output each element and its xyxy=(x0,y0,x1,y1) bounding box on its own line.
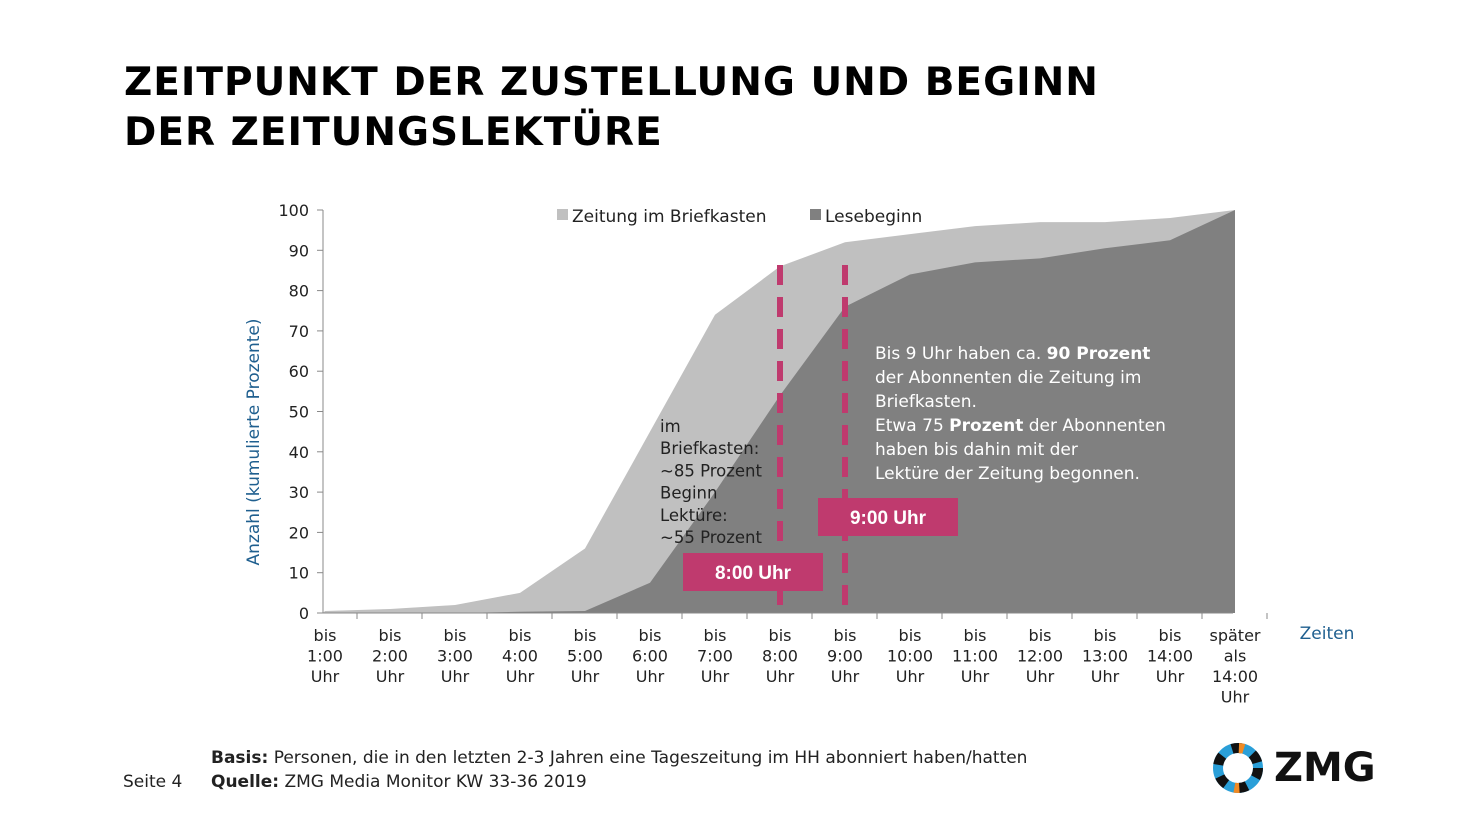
y-tick-label: 40 xyxy=(289,443,309,462)
x-tick-label: bis xyxy=(964,626,987,645)
x-tick-label: Uhr xyxy=(1221,688,1250,707)
x-tick-label: Uhr xyxy=(506,667,535,686)
x-tick-label: 12:00 xyxy=(1017,647,1063,666)
x-tick-label: 14:00 xyxy=(1147,647,1193,666)
marker-label: 8:00 Uhr xyxy=(715,563,792,584)
y-tick-label: 10 xyxy=(289,564,309,583)
x-tick-label: 5:00 xyxy=(567,647,603,666)
x-tick-label: Uhr xyxy=(961,667,990,686)
page-number: Seite 4 xyxy=(123,772,183,792)
x-tick-label: 6:00 xyxy=(632,647,668,666)
annotation-left-line: Briefkasten: xyxy=(660,439,759,458)
x-tick-label: Uhr xyxy=(1156,667,1185,686)
x-tick-label: 3:00 xyxy=(437,647,473,666)
annotation-left-line: Lektüre: xyxy=(660,506,728,525)
legend-label-briefkasten: Zeitung im Briefkasten xyxy=(572,207,766,227)
x-tick-label: bis xyxy=(1159,626,1182,645)
y-axis-label: Anzahl (kumulierte Prozente) xyxy=(244,318,264,565)
x-tick-label: bis xyxy=(509,626,532,645)
y-tick-label: 0 xyxy=(299,604,309,623)
annotation-text-span: Lektüre der Zeitung begonnen. xyxy=(875,464,1140,484)
x-tick-label: 14:00 xyxy=(1212,667,1258,686)
x-tick-label: bis xyxy=(1029,626,1052,645)
x-tick-label: 13:00 xyxy=(1082,647,1128,666)
zmg-logo: ZMG xyxy=(1212,742,1376,794)
logo-ring-icon xyxy=(1213,743,1263,793)
x-axis-label: Zeiten xyxy=(1300,624,1355,644)
x-tick-label: bis xyxy=(444,626,467,645)
basis-note: Basis: Personen, die in den letzten 2-3 … xyxy=(211,748,1028,768)
x-tick-label: Uhr xyxy=(571,667,600,686)
annotation-left-line: im xyxy=(660,417,681,436)
annotation-text-span: haben bis dahin mit der xyxy=(875,440,1078,460)
x-tick-label: 4:00 xyxy=(502,647,538,666)
x-tick-label: Uhr xyxy=(636,667,665,686)
x-tick-label: bis xyxy=(574,626,597,645)
annotation-left-line: ~55 Prozent xyxy=(660,528,763,547)
x-tick-label: 11:00 xyxy=(952,647,998,666)
page-title: ZEITPUNKT DER ZUSTELLUNG UND BEGINN DER … xyxy=(124,60,1099,155)
annotation-right-line: haben bis dahin mit der xyxy=(875,440,1078,460)
y-tick-label: 30 xyxy=(289,483,309,502)
x-tick-label: bis xyxy=(769,626,792,645)
x-tick-label: bis xyxy=(704,626,727,645)
annotation-text-span: Briefkasten. xyxy=(875,392,977,412)
y-tick-label: 90 xyxy=(289,241,309,260)
x-tick-label: Uhr xyxy=(896,667,925,686)
y-tick-label: 70 xyxy=(289,322,309,341)
x-tick-label: 8:00 xyxy=(762,647,798,666)
x-tick-label: Uhr xyxy=(311,667,340,686)
annotation-text-span: Prozent xyxy=(949,416,1023,436)
annotation-right-line: Bis 9 Uhr haben ca. 90 Prozent xyxy=(875,344,1150,364)
x-tick-label: 9:00 xyxy=(827,647,863,666)
x-tick-label: 7:00 xyxy=(697,647,733,666)
x-tick-label: Uhr xyxy=(831,667,860,686)
annotation-left-line: Beginn xyxy=(660,484,717,503)
x-tick-label: bis xyxy=(1094,626,1117,645)
x-tick-label: Uhr xyxy=(376,667,405,686)
x-tick-label: Uhr xyxy=(701,667,730,686)
y-tick-label: 60 xyxy=(289,362,309,381)
annotation-right-line: der Abonnenten die Zeitung im xyxy=(875,368,1141,388)
legend-label-lesebeginn: Lesebeginn xyxy=(825,207,922,227)
y-tick-label: 100 xyxy=(278,201,309,220)
marker-label-box xyxy=(683,553,823,591)
annotation-text-span: Etwa 75 xyxy=(875,416,949,436)
annotation-right-line: Etwa 75 Prozent der Abonnenten xyxy=(875,416,1166,436)
source-note: Quelle: ZMG Media Monitor KW 33-36 2019 xyxy=(211,772,587,792)
x-tick-label: bis xyxy=(379,626,402,645)
y-tick-label: 50 xyxy=(289,403,309,422)
annotation-right-line: Lektüre der Zeitung begonnen. xyxy=(875,464,1140,484)
annotation-left-line: ~85 Prozent xyxy=(660,461,763,480)
x-tick-label: als xyxy=(1224,647,1247,666)
x-tick-label: Uhr xyxy=(1026,667,1055,686)
y-tick-label: 20 xyxy=(289,523,309,542)
x-tick-label: bis xyxy=(314,626,337,645)
y-tick-label: 80 xyxy=(289,282,309,301)
annotation-text-span: 90 Prozent xyxy=(1047,344,1151,364)
marker-label: 9:00 Uhr xyxy=(850,508,927,529)
x-tick-label: bis xyxy=(834,626,857,645)
x-tick-label: Uhr xyxy=(1091,667,1120,686)
annotation-right-line: Briefkasten. xyxy=(875,392,977,412)
x-tick-label: Uhr xyxy=(441,667,470,686)
x-tick-label: 2:00 xyxy=(372,647,408,666)
x-tick-label: 10:00 xyxy=(887,647,933,666)
annotation-text-span: der Abonnenten die Zeitung im xyxy=(875,368,1141,388)
x-tick-label: 1:00 xyxy=(307,647,343,666)
annotation-text-span: der Abonnenten xyxy=(1023,416,1166,436)
legend-swatch-briefkasten xyxy=(557,209,568,220)
x-tick-label: bis xyxy=(639,626,662,645)
legend-swatch-lesebeginn xyxy=(810,209,821,220)
x-tick-label: später xyxy=(1210,626,1261,645)
annotation-text-span: Bis 9 Uhr haben ca. xyxy=(875,344,1047,364)
marker-label-box xyxy=(818,498,958,536)
x-tick-label: bis xyxy=(899,626,922,645)
x-tick-label: Uhr xyxy=(766,667,795,686)
